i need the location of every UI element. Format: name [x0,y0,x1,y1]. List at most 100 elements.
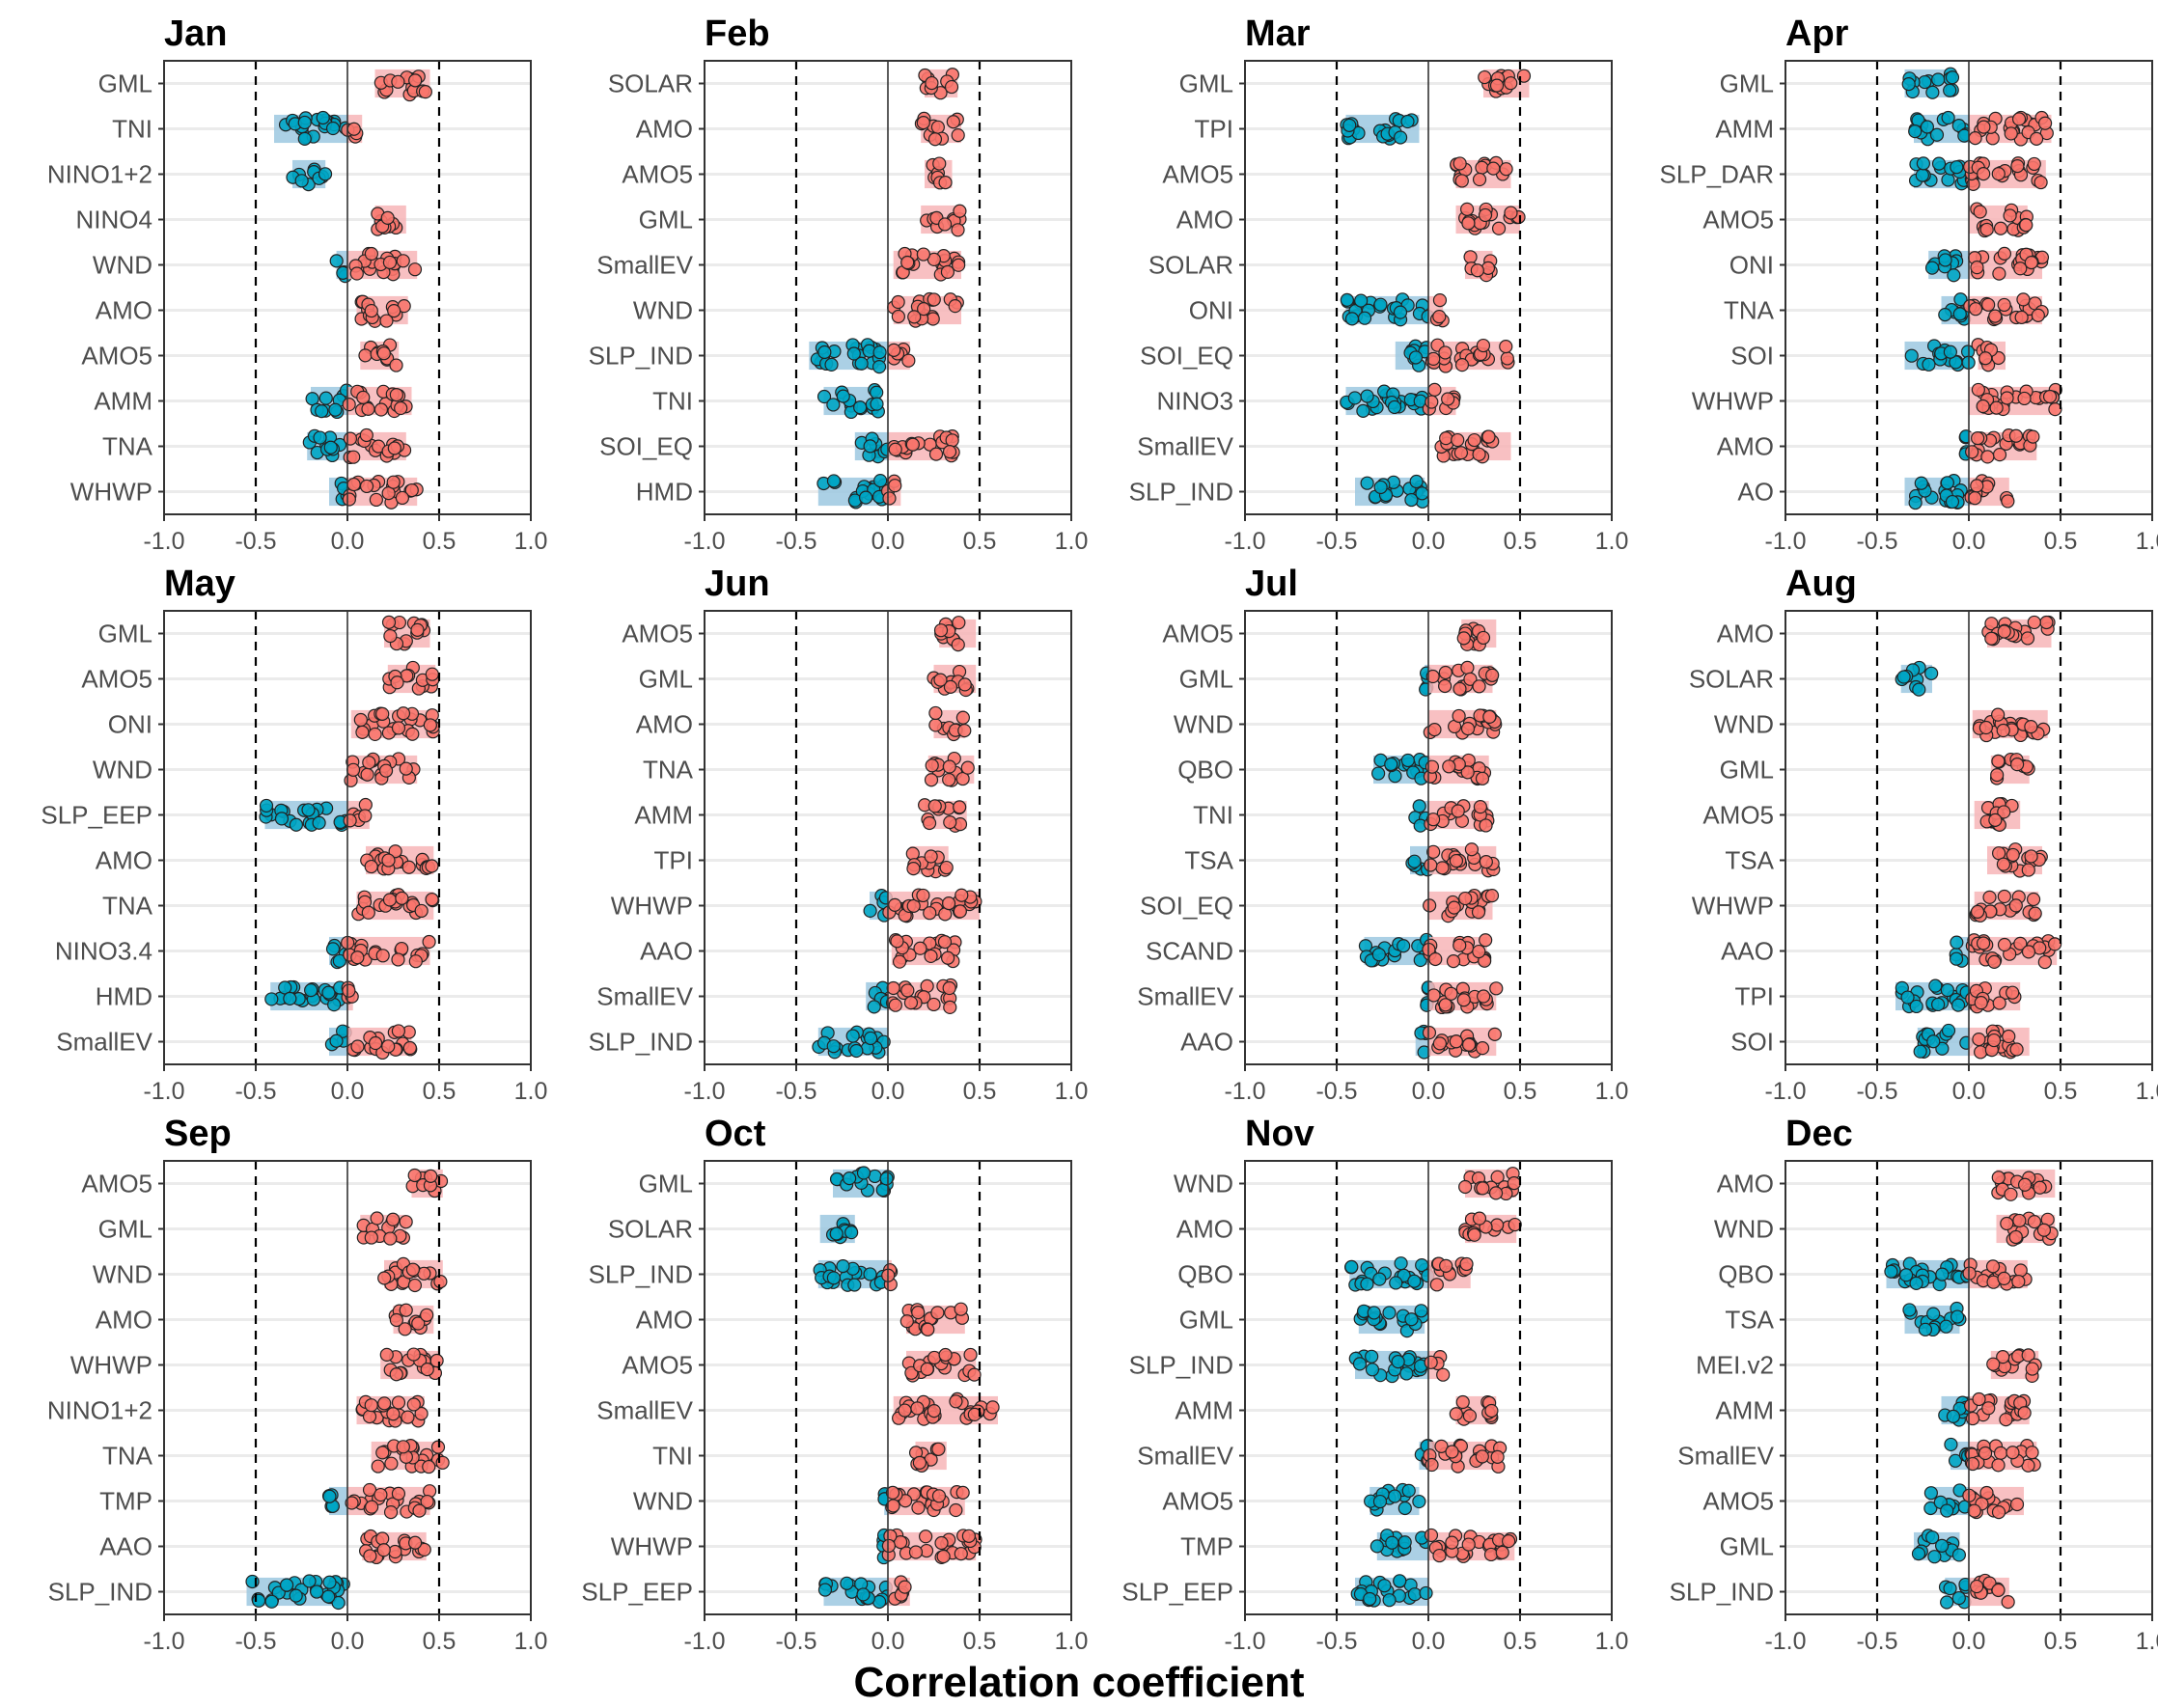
x-tick-label: -1.0 [1224,528,1265,555]
x-tick-label: 1.0 [2136,1078,2158,1105]
positive-point [2027,1215,2042,1229]
positive-point [1479,855,1493,869]
negative-point [1393,1574,1407,1588]
y-tick-label: QBO [1718,1260,1774,1289]
positive-point [1495,1545,1509,1559]
positive-point [356,390,371,404]
positive-point [387,441,401,455]
positive-point [1446,954,1461,969]
negative-point [329,254,344,268]
positive-point [1997,246,2012,261]
x-tick-label: -0.5 [1315,1078,1357,1105]
positive-point [921,1322,935,1336]
positive-point [1996,1350,2010,1364]
positive-point [364,246,378,262]
negative-point [1401,1483,1416,1498]
positive-point [911,1306,926,1320]
y-tick-label: AMO5 [1702,1487,1774,1516]
y-tick-label: AMM [94,387,152,416]
y-tick-label: AAO [640,937,693,966]
negative-point [1372,1494,1388,1509]
y-tick-label: AMO5 [1702,206,1774,234]
y-tick-label: GML [98,620,152,648]
negative-point [1397,1501,1412,1516]
positive-point [408,954,423,969]
y-tick-label: AMO [636,710,693,739]
positive-point [2014,310,2029,324]
positive-point [1507,1175,1521,1191]
positive-point [955,1485,970,1500]
positive-point [900,255,915,270]
y-tick-label: TNI [652,387,693,416]
x-tick-label: -1.0 [683,1078,725,1105]
y-tick-label: AMO [1176,206,1233,234]
positive-point [946,115,960,129]
positive-point [1981,1401,1996,1416]
positive-point [2039,615,2054,630]
positive-point [911,1501,926,1515]
x-tick-label: 0.0 [1952,1628,1986,1655]
negative-point [870,397,884,411]
negative-point [1916,156,1930,171]
negative-point [297,115,312,130]
positive-point [967,1367,982,1382]
positive-point [932,156,947,171]
positive-point [1478,207,1493,223]
positive-point [404,482,419,498]
positive-point [405,1262,421,1277]
x-tick-label: 1.0 [1595,1078,1629,1105]
y-tick-label: AAO [99,1532,152,1561]
positive-point [890,934,904,949]
x-tick-label: -0.5 [1315,528,1357,555]
negative-point [1951,1548,1967,1562]
positive-point [931,1442,946,1456]
positive-point [387,303,401,318]
positive-point [906,862,921,876]
negative-point [283,991,297,1006]
positive-point [924,773,939,787]
negative-point [1404,1312,1419,1327]
negative-point [1400,753,1415,768]
y-tick-label: TSA [1725,1306,1774,1335]
positive-point [1436,1367,1451,1382]
positive-point [888,479,902,493]
y-tick-label: GML [1720,756,1774,785]
negative-point [1360,389,1374,403]
negative-point [1950,160,1964,175]
panel-aug: Aug AMO SOLAR WND GML AMO5 TSA WHWP AAO TPI SOI -1.… [1689,564,2158,1105]
positive-point [942,445,957,459]
y-tick-label: AMO [636,115,693,144]
negative-point [1912,682,1926,697]
positive-point [2011,1274,2026,1289]
positive-point [1996,723,2010,738]
positive-point [899,1314,914,1329]
positive-point [401,860,416,874]
y-tick-label: ONI [108,710,152,739]
positive-point [1974,996,1988,1010]
negative-point [1900,990,1915,1005]
negative-point [1940,982,1954,998]
negative-point [1394,1256,1408,1271]
negative-point [1922,357,1936,372]
x-tick-label: 0.0 [331,528,365,555]
y-tick-label: WND [1714,710,1774,739]
positive-point [943,1000,957,1015]
positive-point [389,358,403,372]
positive-point [881,1538,897,1554]
positive-point [952,616,966,630]
positive-point [1454,174,1469,188]
positive-point [1972,1391,1986,1407]
x-tick-label: -0.5 [235,528,276,555]
positive-point [342,983,356,998]
positive-point [1978,720,1993,735]
positive-point [949,1394,963,1409]
positive-point [391,721,406,735]
panels-group: Jan GML TNI NINO1+2 NINO4 WND AMO AMO5 AMM TNA WHW… [41,14,2158,1655]
positive-point [2026,429,2040,444]
positive-point [888,998,902,1012]
x-tick-label: 1.0 [1055,528,1089,555]
positive-point [1991,167,2006,181]
x-tick-label: 1.0 [1055,1078,1089,1105]
panel-title: May [164,564,235,604]
